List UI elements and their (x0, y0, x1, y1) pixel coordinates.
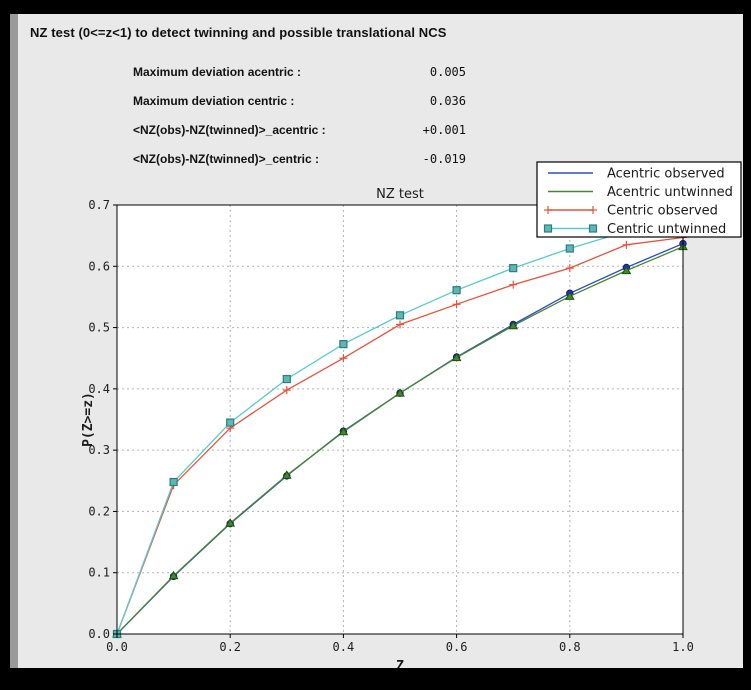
marker-square (226, 418, 235, 427)
x-tick-label: 0.2 (219, 640, 241, 654)
nz-test-panel: NZ test (0<=z<1) to detect twinning and … (18, 14, 743, 668)
y-tick-label: 0.6 (88, 259, 110, 273)
x-tick-label: 0.0 (106, 640, 128, 654)
marker-square (169, 477, 178, 487)
x-tick-label: 1.0 (672, 640, 694, 654)
marker-triangle (395, 388, 405, 397)
marker-square (565, 244, 574, 253)
stat-row-nz-diff-centric: <NZ(obs)-NZ(twinned)>_centric : -0.019 (133, 152, 466, 166)
marker-triangle (281, 470, 292, 479)
stat-value: 0.036 (429, 94, 466, 108)
y-tick-label: 0.4 (88, 382, 110, 396)
legend-label: Acentric untwinned (607, 185, 733, 200)
nz-test-chart: 0.0 0.2 0.4 0.6 0.8 1.0 0.0 0.1 0.2 0.3 0.4 0.5 0.6 0… (81, 161, 742, 668)
stat-value: -0.019 (422, 152, 466, 166)
y-tick-label: 0.3 (88, 443, 110, 457)
x-axis-label: Z (396, 659, 404, 668)
y-axis-label: P(Z>=z) (81, 392, 96, 447)
page-title: NZ test (0<=z<1) to detect twinning and … (30, 25, 447, 40)
y-tick-label: 0.0 (88, 627, 110, 641)
marker-triangle (338, 426, 349, 436)
marker-square (509, 264, 518, 273)
y-tick-label: 0.5 (88, 321, 110, 335)
marker-triangle (168, 570, 179, 580)
legend-label: Centric observed (607, 204, 718, 219)
marker-triangle (225, 518, 236, 527)
marker-triangle (621, 265, 632, 275)
marker-triangle (508, 320, 519, 330)
y-tick-label: 0.1 (88, 566, 110, 580)
stat-value: +0.001 (422, 123, 466, 137)
x-tick-label: 0.4 (333, 640, 355, 654)
stat-value: 0.005 (429, 65, 466, 79)
axes-border (116, 204, 684, 635)
stat-label: Maximum deviation acentric : (133, 65, 302, 79)
stat-label: Maximum deviation centric : (133, 94, 295, 108)
y-tick-label: 0.7 (88, 198, 110, 212)
stat-label: <NZ(obs)-NZ(twinned)>_acentric : (133, 123, 326, 137)
marker-triangle (451, 352, 462, 362)
panel-left-strip (10, 14, 18, 668)
stat-row-nz-diff-acentric: <NZ(obs)-NZ(twinned)>_acentric : +0.001 (133, 123, 466, 137)
legend-label: Acentric observed (607, 167, 725, 182)
marker-triangle (564, 291, 575, 300)
y-tick-label: 0.2 (88, 504, 110, 518)
legend-box (536, 161, 742, 238)
legend-label: Centric untwinned (607, 222, 726, 237)
marker-square (395, 311, 405, 320)
stat-row-max-dev-acentric: Maximum deviation acentric : 0.005 (133, 65, 466, 79)
marker-square (282, 374, 291, 384)
chart-title: NZ test (376, 187, 424, 202)
marker-square (452, 286, 461, 295)
stat-row-max-dev-centric: Maximum deviation centric : 0.036 (133, 94, 466, 108)
marker-square (543, 224, 553, 233)
plot-background (117, 205, 683, 634)
stat-label: <NZ(obs)-NZ(twinned)>_centric : (133, 152, 320, 166)
x-tick-label: 0.8 (559, 640, 581, 654)
marker-square (588, 224, 598, 233)
x-tick-label: 0.6 (446, 640, 468, 654)
marker-square (339, 340, 348, 349)
